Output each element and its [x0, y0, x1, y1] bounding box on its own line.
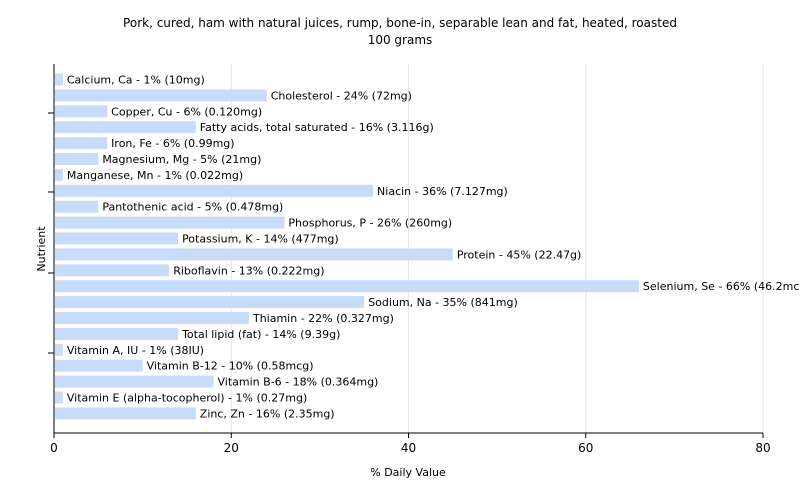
bar-label-19: Vitamin B-6 - 18% (0.364mg) [218, 376, 379, 389]
bar-2 [55, 105, 108, 118]
bar-18 [55, 359, 143, 372]
bar-0 [55, 73, 63, 86]
bar-label-8: Pantothenic acid - 5% (0.478mg) [102, 201, 283, 214]
bar-4 [55, 137, 108, 150]
bar-16 [55, 327, 179, 340]
x-tick-label-40: 40 [401, 441, 416, 455]
y-axis-label: Nutrient [35, 226, 48, 272]
bar-8 [55, 200, 99, 213]
bar-label-7: Niacin - 36% (7.127mg) [377, 185, 508, 198]
bar-1 [55, 89, 267, 102]
bar-6 [55, 168, 63, 181]
bar-label-20: Vitamin E (alpha-tocopherol) - 1% (0.27m… [67, 392, 307, 405]
bar-label-17: Vitamin A, IU - 1% (38IU) [67, 344, 204, 357]
bar-13 [55, 280, 639, 293]
bar-21 [55, 407, 196, 420]
bar-labels: Calcium, Ca - 1% (10mg) Cholesterol - 24%… [67, 74, 800, 421]
bar-label-13: Selenium, Se - 66% (46.2mcg) [643, 280, 800, 293]
bar-7 [55, 184, 374, 197]
bar-label-5: Magnesium, Mg - 5% (21mg) [102, 153, 261, 166]
bar-5 [55, 153, 99, 165]
bar-label-18: Vitamin B-12 - 10% (0.58mcg) [147, 360, 314, 373]
bar-label-11: Protein - 45% (22.47g) [457, 248, 582, 261]
bar-15 [55, 312, 249, 324]
bar-20 [55, 391, 63, 404]
bar-label-15: Thiamin - 22% (0.327mg) [252, 312, 394, 325]
bar-label-9: Phosphorus, P - 26% (260mg) [288, 217, 452, 230]
bar-label-16: Total lipid (fat) - 14% (9.39g) [181, 328, 340, 341]
bar-label-3: Fatty acids, total saturated - 16% (3.11… [200, 121, 434, 134]
x-tick-label-0: 0 [50, 441, 58, 455]
bar-label-0: Calcium, Ca - 1% (10mg) [67, 74, 205, 87]
x-tick-label-80: 80 [755, 441, 770, 455]
bar-label-14: Sodium, Na - 35% (841mg) [368, 296, 518, 309]
bar-17 [55, 343, 63, 356]
bar-19 [55, 375, 214, 388]
bar-11 [55, 248, 453, 261]
x-axis-label: % Daily Value [370, 466, 446, 479]
bar-label-4: Iron, Fe - 6% (0.99mg) [111, 137, 234, 150]
bar-label-21: Zinc, Zn - 16% (2.35mg) [200, 407, 335, 420]
bar-3 [55, 121, 196, 134]
bar-label-12: Riboflavin - 13% (0.222mg) [173, 264, 324, 277]
axes: 0 20 40 60 80 [48, 64, 771, 455]
bar-10 [55, 232, 179, 245]
bars [55, 73, 639, 420]
bar-12 [55, 264, 170, 277]
chart-subtitle: 100 grams [368, 33, 433, 47]
chart-title: Pork, cured, ham with natural juices, ru… [123, 16, 677, 30]
x-tick-label-60: 60 [578, 441, 593, 455]
bar-label-10: Potassium, K - 14% (477mg) [182, 233, 339, 246]
x-tick-label-20: 20 [224, 441, 239, 455]
bar-9 [55, 216, 285, 229]
bar-label-2: Copper, Cu - 6% (0.120mg) [111, 105, 262, 118]
bar-label-6: Manganese, Mn - 1% (0.022mg) [67, 169, 243, 182]
bar-label-1: Cholesterol - 24% (72mg) [271, 89, 412, 102]
bar-14 [55, 296, 365, 309]
